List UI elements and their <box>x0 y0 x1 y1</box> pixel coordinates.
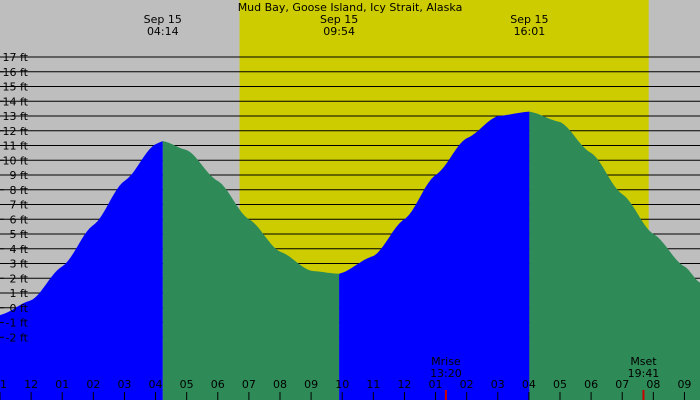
y-tick-label: 12 ft <box>3 125 29 138</box>
y-tick-label: 0 ft <box>10 302 29 315</box>
extreme-time-label: 16:01 <box>514 25 546 38</box>
x-tick-label: 02 <box>86 378 100 391</box>
y-tick-label: -2 ft <box>6 331 29 344</box>
falling-tide-area <box>162 141 340 400</box>
x-tick-label: 11 <box>0 378 7 391</box>
x-tick-label: 04 <box>522 378 536 391</box>
rising-tide-area <box>0 141 163 400</box>
tide-area-layer <box>0 111 700 400</box>
x-tick-label: 12 <box>397 378 411 391</box>
x-tick-label: 04 <box>149 378 163 391</box>
y-axis-labels: -2 ft-1 ft 0 ft 1 ft 2 ft3 ft 4 ft 5 ft 6 ft7 … <box>0 51 29 344</box>
x-tick-label: 03 <box>117 378 131 391</box>
y-tick-label: 9 ft <box>10 169 29 182</box>
x-tick-label: 02 <box>460 378 474 391</box>
y-tick-label: 7 ft <box>10 199 29 212</box>
y-tick-label: 17 ft <box>3 51 29 64</box>
x-tick-label: 06 <box>584 378 598 391</box>
x-tick-label: 10 <box>335 378 349 391</box>
y-tick-label: 15 ft <box>3 81 29 94</box>
moon-event-label: Mset <box>630 355 657 368</box>
extreme-date-label: Sep 15 <box>144 13 182 26</box>
x-tick-label: 07 <box>242 378 256 391</box>
x-tick-label: 09 <box>677 378 691 391</box>
x-tick-label: 07 <box>615 378 629 391</box>
x-tick-label: 05 <box>553 378 567 391</box>
y-tick-label: 5 ft <box>10 228 29 241</box>
y-tick-label: 13 ft <box>3 110 29 123</box>
y-tick-label: 10 ft <box>3 154 29 167</box>
extreme-date-label: Sep 15 <box>320 13 358 26</box>
x-tick-label: 03 <box>491 378 505 391</box>
y-tick-label: 6 ft <box>10 213 29 226</box>
x-tick-label: 08 <box>273 378 287 391</box>
y-tick-label: 14 ft <box>3 95 29 108</box>
y-tick-label: 8 ft <box>10 184 29 197</box>
x-tick-label: 11 <box>366 378 380 391</box>
rising-tide-area <box>339 111 530 400</box>
x-tick-label: 05 <box>180 378 194 391</box>
y-tick-label: 11 ft <box>3 140 29 153</box>
extreme-date-label: Sep 15 <box>510 13 548 26</box>
x-tick-label: 01 <box>429 378 443 391</box>
y-tick-label: 1 ft <box>10 287 29 300</box>
moon-event-time: 19:41 <box>628 367 660 380</box>
y-tick-label: 4 ft <box>10 243 29 256</box>
y-tick-label: 3 ft <box>10 258 29 271</box>
x-tick-label: 09 <box>304 378 318 391</box>
x-tick-label: 01 <box>55 378 69 391</box>
x-tick-label: 06 <box>211 378 225 391</box>
extreme-time-label: 04:14 <box>147 25 179 38</box>
x-axis-labels: 11 12 01 02 03 04 05 06 07 08 09 10 11 12 01 02 03 04 05 06… <box>0 378 691 400</box>
x-tick-label: 08 <box>646 378 660 391</box>
y-tick-label: -1 ft <box>6 317 29 330</box>
moon-event-label: Mrise <box>431 355 461 368</box>
moon-event-time: 13:20 <box>430 367 462 380</box>
y-tick-label: 2 ft <box>10 272 29 285</box>
falling-tide-area <box>529 111 700 400</box>
chart-title: Mud Bay, Goose Island, Icy Strait, Alask… <box>238 1 463 14</box>
x-tick-label: 12 <box>24 378 38 391</box>
y-tick-label: 16 ft <box>3 66 29 79</box>
extreme-time-label: 09:54 <box>323 25 355 38</box>
